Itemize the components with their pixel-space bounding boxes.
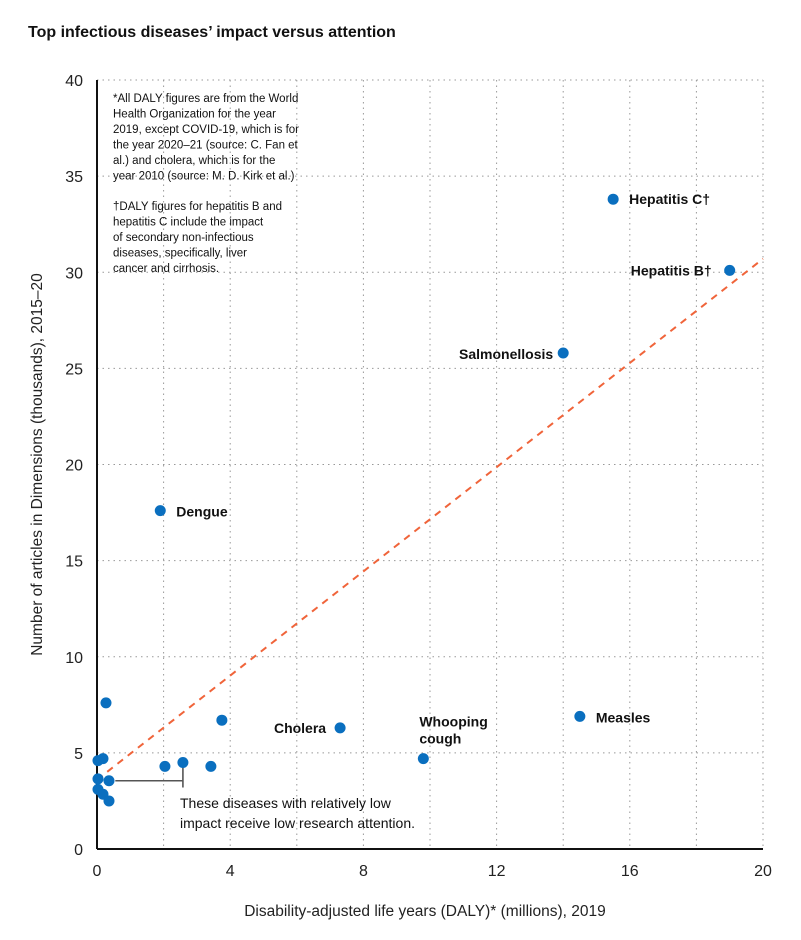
data-point	[557, 347, 569, 359]
y-axis-label: Number of articles in Dimensions (thousa…	[29, 273, 46, 656]
y-tick-label: 25	[65, 361, 83, 378]
footnote-line: the year 2020–21 (source: C. Fan et	[113, 140, 299, 152]
data-point	[216, 714, 228, 726]
data-point	[205, 760, 217, 772]
x-tick-label: 4	[226, 863, 235, 880]
y-tick-label: 40	[65, 73, 83, 90]
data-point	[574, 710, 586, 722]
point-label: Dengue	[176, 504, 228, 520]
footnote-line: cancer and cirrhosis.	[113, 263, 219, 275]
data-point	[724, 264, 736, 276]
point-label: Salmonellosis	[459, 346, 553, 362]
point-label: Hepatitis C†	[629, 191, 710, 207]
x-tick-label: 8	[359, 863, 368, 880]
x-tick-label: 16	[621, 863, 639, 880]
chart-title: Top infectious diseases’ impact versus a…	[28, 24, 396, 41]
x-axis-label: Disability-adjusted life years (DALY)* (…	[244, 903, 606, 920]
annotation-bracket	[115, 764, 184, 788]
x-tick-label: 20	[754, 863, 772, 880]
data-point	[159, 760, 171, 772]
data-point	[607, 193, 619, 205]
annotation-text: These diseases with relatively low	[180, 795, 392, 811]
footnote-line: diseases, specifically, liver	[113, 248, 247, 260]
footnote-line: Health Organization for the year	[113, 109, 276, 121]
data-point	[417, 753, 429, 765]
point-label: Hepatitis B†	[631, 262, 712, 278]
data-point	[97, 753, 109, 765]
point-label: Measles	[596, 709, 651, 725]
footnote-line: year 2010 (source: M. D. Kirk et al.)	[113, 171, 295, 183]
x-tick-label: 0	[93, 863, 102, 880]
y-tick-label: 30	[65, 265, 83, 282]
data-point	[177, 756, 189, 768]
footnote-line: al.) and cholera, which is for the	[113, 155, 275, 167]
point-label: Cholera	[274, 720, 326, 736]
point-label: cough	[419, 731, 461, 747]
data-point	[92, 773, 104, 785]
data-point	[103, 795, 115, 807]
data-point	[154, 505, 166, 517]
point-label: Whooping	[419, 714, 487, 730]
annotation-text: impact receive low research attention.	[180, 815, 415, 831]
trend-line	[96, 258, 764, 781]
y-tick-label: 35	[65, 169, 83, 186]
data-point	[100, 697, 112, 709]
footnote-line: *All DALY figures are from the World	[113, 93, 298, 105]
y-tick-label: 5	[74, 746, 83, 763]
data-point	[103, 775, 115, 787]
footnote-line: †DALY figures for hepatitis B and	[113, 201, 282, 213]
footnote-line: of secondary non-infectious	[113, 232, 254, 244]
data-point	[334, 722, 346, 734]
footnote-line: hepatitis C include the impact	[113, 217, 264, 229]
y-tick-label: 15	[65, 554, 83, 571]
x-tick-label: 12	[488, 863, 506, 880]
y-tick-label: 10	[65, 650, 83, 667]
footnote-line: 2019, except COVID-19, which is for	[113, 124, 299, 136]
y-tick-label: 0	[74, 842, 83, 859]
y-tick-label: 20	[65, 458, 83, 475]
